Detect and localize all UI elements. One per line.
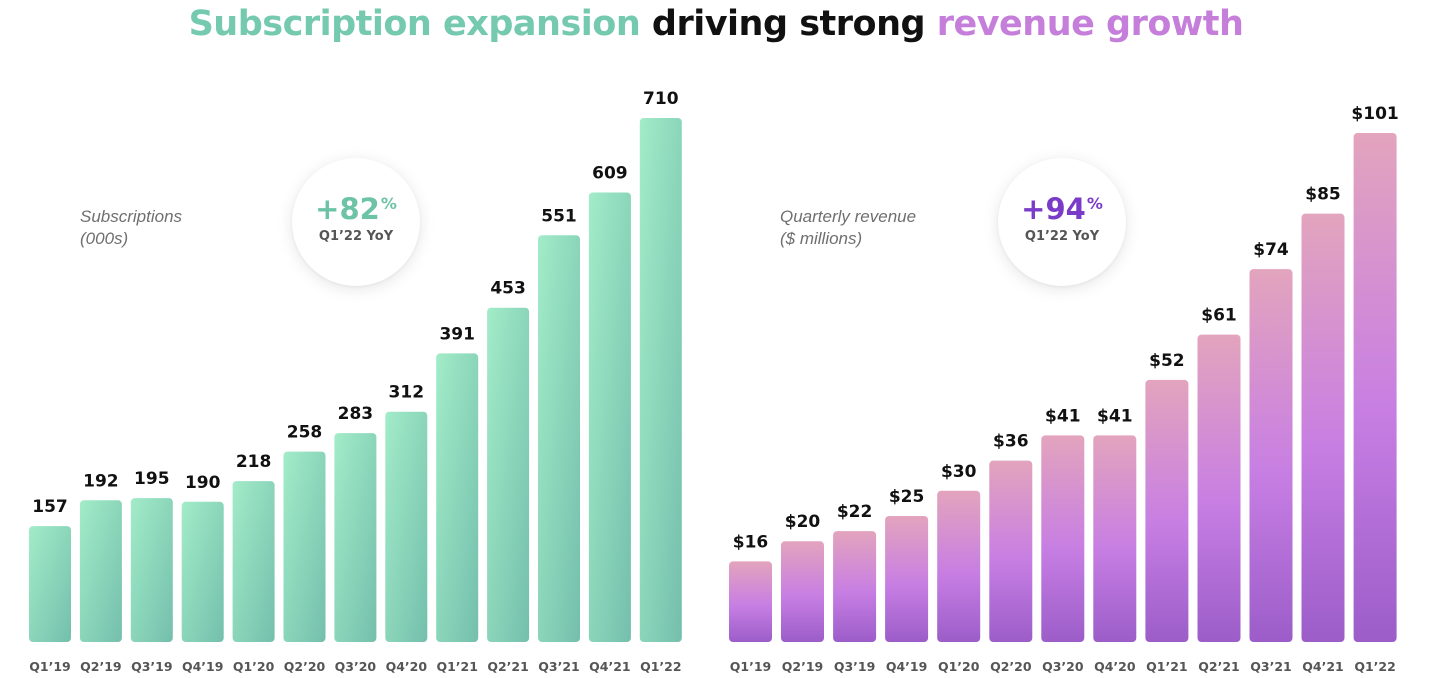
subs-tick-label-6: Q3’20 — [335, 659, 377, 674]
rev-tick-label-1: Q2’19 — [782, 659, 823, 674]
rev-tick-label-8: Q1’21 — [1146, 659, 1187, 674]
rev-bar-1 — [781, 541, 824, 642]
rev-value-label-1: $20 — [785, 512, 821, 532]
subs-tick-label-9: Q2’21 — [487, 659, 528, 674]
rev-value-label-8: $52 — [1149, 351, 1185, 371]
rev-value-label-5: $36 — [993, 432, 1029, 452]
subs-bar-6 — [334, 433, 377, 642]
title-part-subscription: Subscription expansion — [188, 4, 641, 44]
revenue-growth-caption: Q1’22 YoY — [1024, 229, 1100, 244]
title-part-driving: driving strong — [651, 4, 926, 44]
subs-value-label-5: 258 — [287, 423, 323, 443]
rev-tick-label-0: Q1’19 — [730, 659, 771, 674]
subs-value-label-4: 218 — [236, 452, 272, 472]
subs-bar-3 — [181, 501, 224, 642]
subs-bar-12 — [639, 118, 682, 642]
subs-value-label-7: 312 — [389, 383, 425, 403]
subs-tick-label-11: Q4’21 — [589, 659, 630, 674]
rev-bar-5 — [989, 460, 1033, 642]
subs-tick-label-4: Q1’20 — [233, 659, 275, 674]
subs-tick-label-5: Q2’20 — [284, 659, 326, 674]
subscriptions-label-line2: (000s) — [80, 229, 129, 248]
subs-bar-10 — [538, 235, 580, 643]
rev-tick-label-12: Q1’22 — [1354, 659, 1395, 674]
rev-bar-10 — [1249, 269, 1293, 642]
rev-value-label-2: $22 — [837, 502, 873, 522]
rev-value-label-7: $41 — [1097, 406, 1133, 426]
subs-value-label-10: 551 — [541, 206, 577, 226]
rev-value-label-12: $101 — [1351, 104, 1398, 124]
rev-bar-11 — [1301, 213, 1345, 642]
page-title: Subscription expansion driving strong re… — [0, 4, 1432, 44]
subs-tick-label-7: Q4’20 — [386, 659, 428, 674]
rev-bar-3 — [885, 516, 929, 642]
subs-value-label-9: 453 — [490, 279, 526, 299]
rev-bar-0 — [729, 561, 772, 642]
rev-value-label-11: $85 — [1305, 185, 1341, 205]
rev-value-label-6: $41 — [1045, 406, 1081, 426]
subscriptions-growth-value: +82% — [315, 192, 397, 226]
rev-bar-9 — [1197, 334, 1241, 642]
rev-tick-label-7: Q4’20 — [1094, 659, 1136, 674]
rev-tick-label-2: Q3’19 — [834, 659, 875, 674]
rev-tick-label-11: Q4’21 — [1302, 659, 1343, 674]
rev-bar-8 — [1145, 379, 1189, 642]
rev-bar-6 — [1041, 435, 1085, 642]
revenue-chart: $16 Q1’19 $20 Q2’19 $22 Q3’19 $25 Q4’19 $30 Q1’20… — [729, 104, 1399, 674]
revenue-label: Quarterly revenue ($ millions) — [780, 206, 916, 250]
subs-tick-label-2: Q3’19 — [131, 659, 172, 674]
revenue-growth-value: +94% — [1021, 192, 1103, 226]
subs-bar-7 — [385, 411, 428, 642]
subscriptions-growth-badge: +82% Q1’22 YoY — [292, 158, 420, 286]
subs-value-label-8: 391 — [439, 324, 475, 344]
subs-tick-label-3: Q4’19 — [182, 659, 223, 674]
revenue-label-line2: ($ millions) — [780, 229, 863, 248]
rev-value-label-10: $74 — [1253, 240, 1289, 260]
subs-value-label-0: 157 — [32, 497, 68, 517]
subs-value-label-2: 195 — [134, 469, 170, 489]
subs-value-label-11: 609 — [592, 164, 628, 184]
subs-value-label-3: 190 — [185, 473, 221, 493]
rev-bar-7 — [1093, 435, 1137, 642]
subs-bar-8 — [436, 353, 479, 642]
subscriptions-growth-caption: Q1’22 YoY — [318, 229, 394, 244]
subs-tick-label-0: Q1’19 — [29, 659, 70, 674]
rev-value-label-3: $25 — [889, 487, 925, 507]
rev-value-label-4: $30 — [941, 462, 977, 482]
subs-value-label-12: 710 — [643, 89, 679, 109]
subs-value-label-1: 192 — [83, 471, 119, 491]
rev-tick-label-3: Q4’19 — [886, 659, 927, 674]
rev-bar-2 — [833, 531, 877, 642]
rev-bar-12 — [1353, 133, 1397, 642]
subs-tick-label-12: Q1’22 — [640, 659, 681, 674]
subs-bar-0 — [29, 526, 71, 642]
revenue-label-line1: Quarterly revenue — [780, 207, 917, 226]
rev-tick-label-5: Q2’20 — [990, 659, 1032, 674]
subscriptions-chart: 157 Q1’19 192 Q2’19 195 Q3’19 190 Q4’19 218 Q1’20… — [29, 89, 682, 674]
subs-tick-label-1: Q2’19 — [80, 659, 121, 674]
rev-value-label-9: $61 — [1201, 306, 1237, 326]
rev-tick-label-10: Q3’21 — [1250, 659, 1291, 674]
title-part-revenue: revenue growth — [936, 4, 1244, 44]
subs-bar-9 — [487, 307, 530, 642]
subscriptions-label: Subscriptions (000s) — [80, 206, 182, 250]
rev-value-label-0: $16 — [733, 532, 769, 552]
rev-tick-label-4: Q1’20 — [938, 659, 980, 674]
subs-bar-5 — [283, 451, 326, 642]
subs-bar-4 — [232, 481, 275, 642]
subs-tick-label-8: Q1’21 — [436, 659, 477, 674]
subscriptions-label-line1: Subscriptions — [80, 207, 183, 226]
subs-bar-2 — [130, 498, 173, 642]
rev-bar-4 — [937, 490, 981, 642]
revenue-growth-badge: +94% Q1’22 YoY — [998, 158, 1126, 286]
rev-tick-label-9: Q2’21 — [1198, 659, 1239, 674]
subs-tick-label-10: Q3’21 — [538, 659, 579, 674]
subs-bar-11 — [588, 192, 631, 642]
subs-value-label-6: 283 — [338, 404, 374, 424]
rev-tick-label-6: Q3’20 — [1042, 659, 1084, 674]
subs-bar-1 — [79, 500, 122, 642]
